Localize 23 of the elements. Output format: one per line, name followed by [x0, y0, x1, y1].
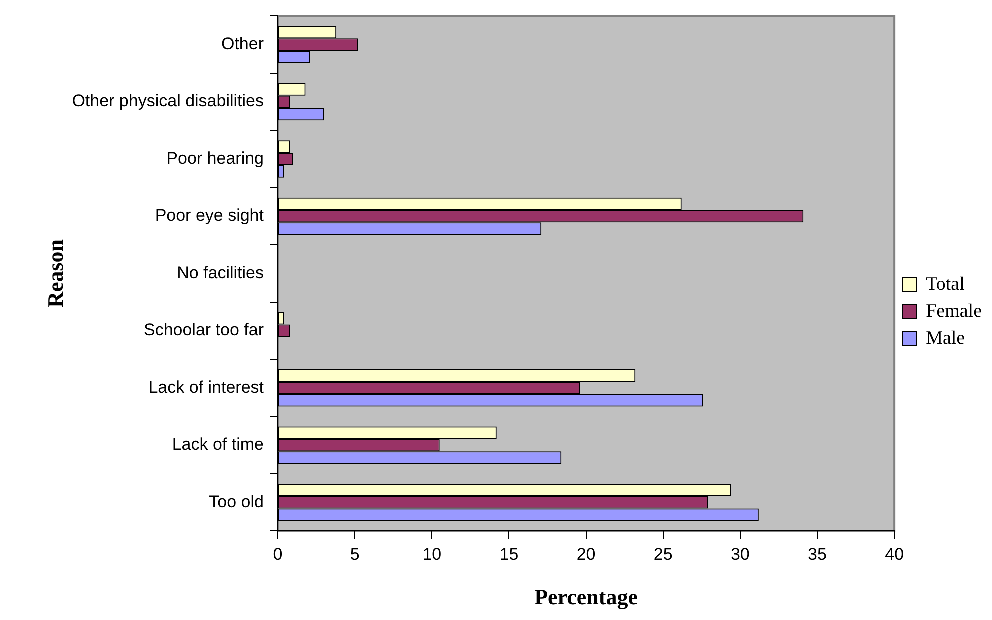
y-tick-label: Lack of time	[172, 435, 264, 454]
x-tick-label: 35	[808, 545, 827, 564]
y-tick-label: Too old	[209, 492, 264, 512]
x-tick-label: 10	[422, 545, 442, 564]
y-tick-label: Poor eye sight	[155, 206, 264, 226]
x-tick-label: 30	[730, 545, 750, 564]
x-tick-label: 20	[576, 545, 596, 564]
legend-label: Female	[926, 300, 982, 322]
x-tick-label: 15	[500, 545, 519, 564]
legend-label: Male	[926, 328, 966, 349]
x-tick-label: 5	[350, 545, 360, 564]
x-tick-label: 25	[654, 545, 673, 564]
x-tick-label: 40	[885, 545, 904, 564]
y-axis-title: Reason	[42, 239, 68, 308]
y-tick-label: Schoolar too far	[144, 320, 264, 340]
legend-label: Total	[926, 274, 965, 295]
y-tick-label: No facilities	[177, 263, 264, 282]
x-axis-title: Percentage	[534, 584, 638, 610]
y-tick-label: Lack of interest	[148, 378, 264, 397]
x-tick-label: 0	[273, 545, 283, 564]
y-tick-label: Other	[221, 34, 264, 54]
y-tick-label: Poor hearing	[166, 148, 264, 168]
y-tick-label: Other physical disabilities	[72, 92, 264, 111]
